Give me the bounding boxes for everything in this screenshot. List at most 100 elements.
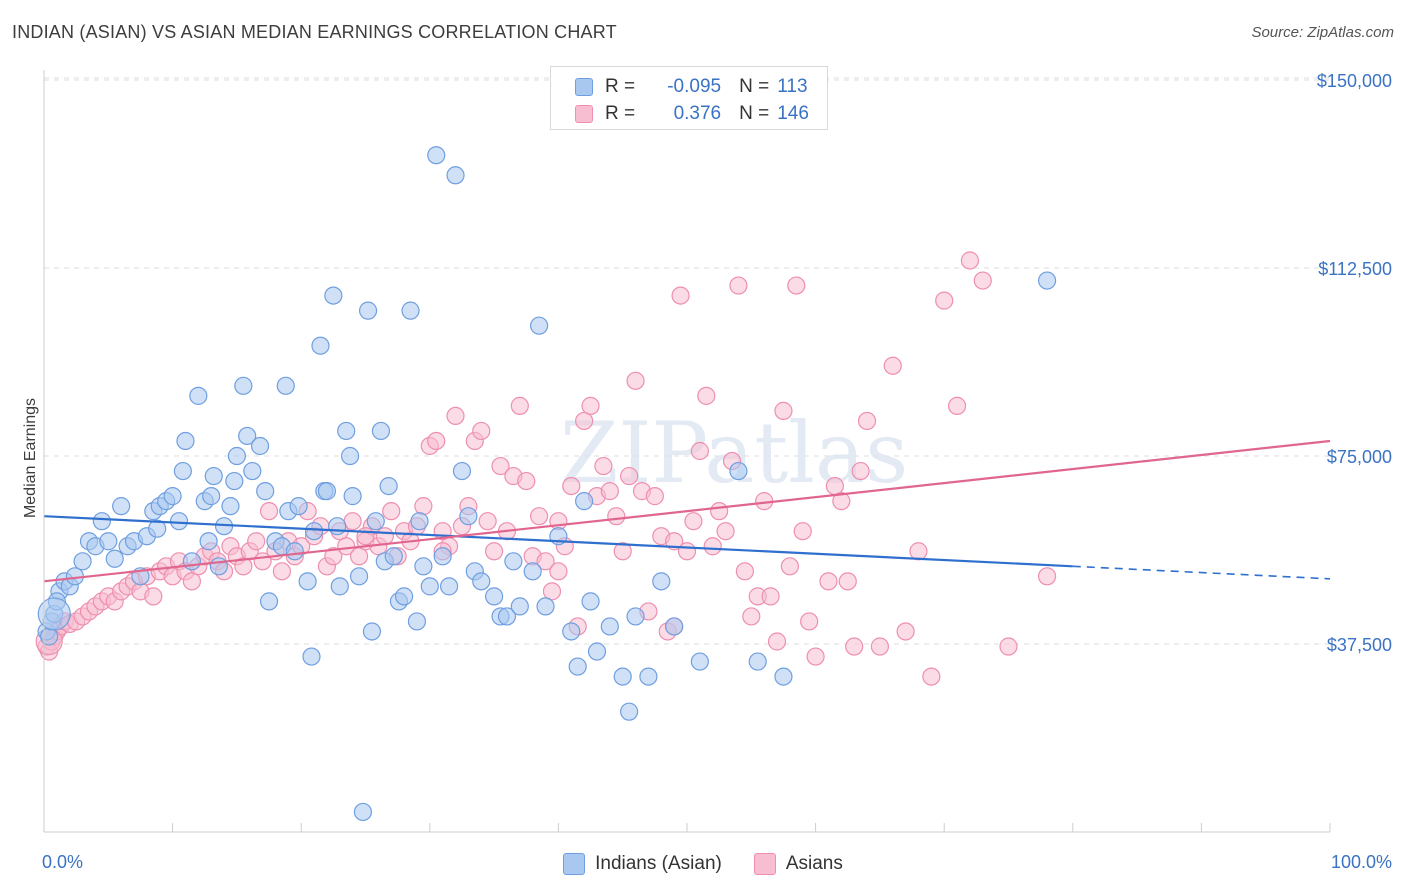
data-point — [285, 542, 304, 561]
data-point — [73, 552, 92, 571]
data-point — [665, 617, 684, 636]
data-point — [536, 552, 555, 571]
data-point — [414, 497, 433, 516]
data-point — [289, 497, 308, 516]
data-point — [774, 401, 793, 420]
data-point — [729, 461, 748, 481]
data-point — [710, 502, 729, 521]
data-point — [243, 461, 262, 481]
n-label: N = — [739, 103, 770, 124]
data-point — [410, 512, 429, 531]
data-point — [382, 502, 401, 521]
legend-item-asians: Asians — [753, 853, 843, 875]
data-point — [349, 567, 369, 586]
correlation-legend: R = -0.095 N = 113 R = 0.376 N = 146 — [550, 66, 828, 130]
data-point — [767, 632, 787, 651]
data-point — [787, 276, 806, 295]
data-point — [353, 802, 373, 822]
series-legend: Indians (Asian) Asians — [0, 852, 1406, 876]
legend-label: Indians (Asian) — [595, 853, 722, 874]
data-point — [504, 552, 523, 571]
data-point — [420, 577, 439, 596]
data-point — [562, 622, 581, 641]
data-point — [238, 426, 257, 446]
data-point — [510, 396, 529, 415]
data-point — [337, 421, 356, 441]
data-point — [340, 446, 360, 466]
data-point — [302, 647, 321, 666]
data-point — [221, 497, 240, 516]
data-point — [703, 537, 722, 556]
data-point — [896, 622, 915, 641]
data-point — [575, 411, 594, 431]
data-point — [234, 557, 253, 576]
r-label: R = — [605, 103, 636, 124]
data-point — [182, 572, 201, 591]
data-point — [349, 547, 369, 566]
data-point — [439, 577, 459, 596]
data-point — [356, 527, 375, 546]
data-point — [366, 512, 385, 531]
data-point — [472, 421, 491, 441]
legend-label: Asians — [785, 853, 843, 874]
data-point — [485, 542, 504, 561]
data-point — [613, 667, 632, 686]
data-point-cluster — [37, 597, 71, 631]
data-point — [99, 532, 118, 551]
data-point — [620, 466, 639, 486]
data-point — [652, 572, 671, 591]
data-point — [697, 386, 716, 405]
data-point — [497, 607, 517, 626]
data-point — [947, 396, 967, 415]
y-tick-label: $37,500 — [1327, 635, 1392, 655]
data-point — [774, 667, 793, 686]
data-point — [825, 476, 844, 496]
data-point — [607, 507, 626, 526]
x-tick-label-max: 100.0% — [1330, 852, 1392, 872]
data-point — [536, 597, 555, 616]
data-point — [112, 497, 131, 516]
data-point — [922, 667, 941, 686]
data-point — [530, 507, 549, 526]
data-point — [324, 286, 343, 305]
data-point — [909, 542, 928, 561]
data-point — [761, 587, 780, 606]
data-point — [542, 582, 562, 601]
data-point — [202, 487, 221, 506]
r-value: -0.095 — [667, 76, 722, 97]
data-point — [371, 421, 391, 441]
data-point — [510, 597, 529, 616]
data-point — [819, 572, 838, 591]
data-point — [173, 461, 192, 481]
r-label: R = — [605, 76, 636, 97]
data-point — [677, 542, 697, 561]
data-point — [684, 512, 703, 531]
data-point — [857, 411, 877, 431]
data-point — [199, 532, 218, 551]
legend-row-asians: R = 0.376 N = 146 — [575, 102, 809, 126]
data-point — [259, 592, 279, 611]
data-point — [575, 492, 594, 511]
y-tick-label: $112,500 — [1318, 259, 1392, 279]
legend-item-indians: Indians (Asian) — [563, 853, 722, 875]
data-point — [568, 657, 587, 676]
data-point — [645, 487, 664, 506]
data-point — [176, 431, 195, 451]
chart-title: INDIAN (ASIAN) VS ASIAN MEDIAN EARNINGS … — [12, 22, 617, 42]
data-point — [600, 617, 619, 636]
data-point — [800, 612, 819, 631]
data-point — [446, 166, 465, 185]
data-point — [427, 146, 446, 165]
data-point — [581, 396, 600, 415]
data-point — [838, 572, 857, 591]
data-point — [375, 527, 394, 546]
r-value: 0.376 — [673, 103, 722, 124]
data-point — [105, 549, 124, 568]
data-point — [587, 642, 607, 661]
data-point — [304, 522, 324, 541]
data-point — [780, 557, 799, 576]
data-point — [594, 456, 613, 476]
data-point — [379, 476, 398, 496]
data-point — [446, 406, 465, 426]
